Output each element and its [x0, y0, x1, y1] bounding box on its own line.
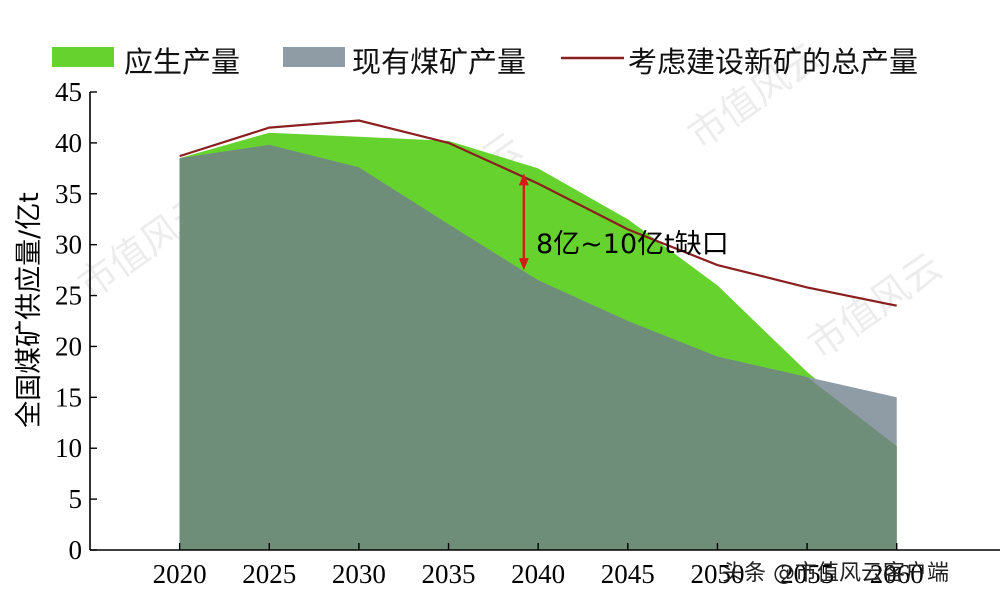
legend-swatch-existing — [283, 47, 345, 67]
x-tick-label: 2060 — [870, 559, 924, 589]
watermark: 市值风云 — [800, 244, 950, 367]
x-tick-label: 2050 — [690, 559, 744, 589]
y-tick-label: 0 — [69, 535, 83, 565]
x-tick-label: 2045 — [601, 559, 655, 589]
legend-swatch-required — [52, 47, 114, 67]
plot-line — [179, 119, 897, 307]
legend: 应生产量 现有煤矿产量 考虑建设新矿的总产量 — [52, 45, 918, 79]
x-tick-label: 2055 — [780, 559, 834, 589]
y-tick-label: 25 — [55, 281, 82, 311]
gap-annotation: 8亿~10亿t缺口 — [518, 173, 729, 271]
y-tick-label: 45 — [55, 77, 82, 107]
x-tick-label: 2020 — [153, 559, 207, 589]
y-tick-label: 5 — [69, 484, 83, 514]
gap-annotation-label: 8亿~10亿t缺口 — [536, 229, 729, 260]
x-tick-label: 2025 — [242, 559, 296, 589]
y-tick-label: 20 — [55, 331, 82, 361]
y-tick-label: 35 — [55, 179, 82, 209]
x-tick-label: 2040 — [511, 559, 565, 589]
legend-label-total-line: 考虑建设新矿的总产量 — [628, 45, 918, 79]
gap-arrow-head-top — [518, 173, 529, 186]
y-tick-label: 30 — [55, 230, 82, 260]
legend-label-required: 应生产量 — [124, 45, 240, 79]
gap-arrow-head-bottom — [518, 258, 529, 271]
y-tick-label: 40 — [55, 128, 82, 158]
legend-label-existing: 现有煤矿产量 — [352, 45, 526, 79]
x-tick-label: 2030 — [332, 559, 386, 589]
source-caption: 头条 @市值风云客户端 — [722, 561, 949, 586]
plot-areas — [179, 132, 897, 550]
x-tick-label: 2035 — [422, 559, 476, 589]
y-tick-label: 10 — [55, 433, 82, 463]
y-axis-title: 全国煤矿供应量/亿t — [14, 192, 45, 428]
area-series-overlap — [179, 144, 897, 550]
y-tick-label: 15 — [55, 382, 82, 412]
line-series-total — [179, 119, 897, 307]
